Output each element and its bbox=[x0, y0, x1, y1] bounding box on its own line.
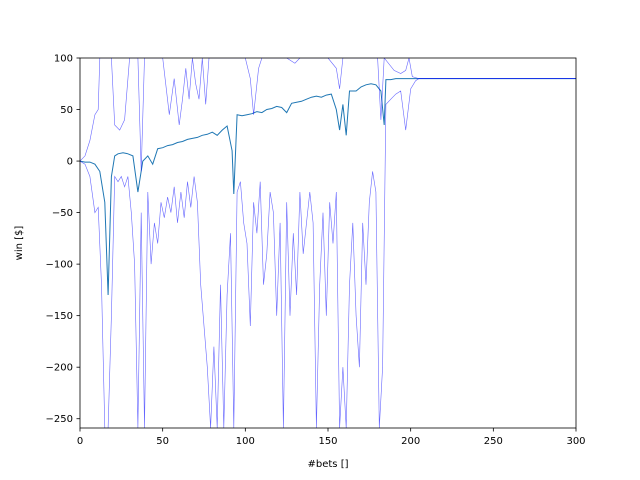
x-tick-label: 100 bbox=[236, 436, 255, 447]
y-tick-label: 100 bbox=[54, 54, 73, 65]
series-mean-line bbox=[80, 78, 576, 296]
y-tick-label: −50 bbox=[52, 208, 73, 219]
series-lower-line bbox=[80, 78, 576, 428]
x-tick-label: 50 bbox=[156, 436, 169, 447]
y-axis-label: win [$] bbox=[14, 226, 25, 261]
x-tick-label: 300 bbox=[566, 436, 585, 447]
series-layer bbox=[80, 58, 576, 428]
x-axis-label: #bets [] bbox=[308, 459, 349, 470]
x-tick-label: 250 bbox=[484, 436, 503, 447]
y-tick-label: −100 bbox=[46, 260, 73, 271]
x-tick-label: 150 bbox=[318, 436, 337, 447]
y-tick-label: −200 bbox=[46, 363, 73, 374]
y-tick-label: −250 bbox=[46, 414, 73, 425]
x-tick-label: 200 bbox=[401, 436, 420, 447]
series-upper-line bbox=[80, 58, 576, 172]
plot-frame bbox=[79, 57, 577, 429]
y-tick-label: 0 bbox=[67, 157, 73, 168]
y-axis: −250 −200 −150 −100 −50 0 50 100 bbox=[46, 54, 80, 425]
y-tick-label: 50 bbox=[60, 105, 73, 116]
x-axis: 0 50 100 150 200 250 300 bbox=[77, 428, 586, 447]
x-tick-label: 0 bbox=[77, 436, 83, 447]
y-tick-label: −150 bbox=[46, 311, 73, 322]
